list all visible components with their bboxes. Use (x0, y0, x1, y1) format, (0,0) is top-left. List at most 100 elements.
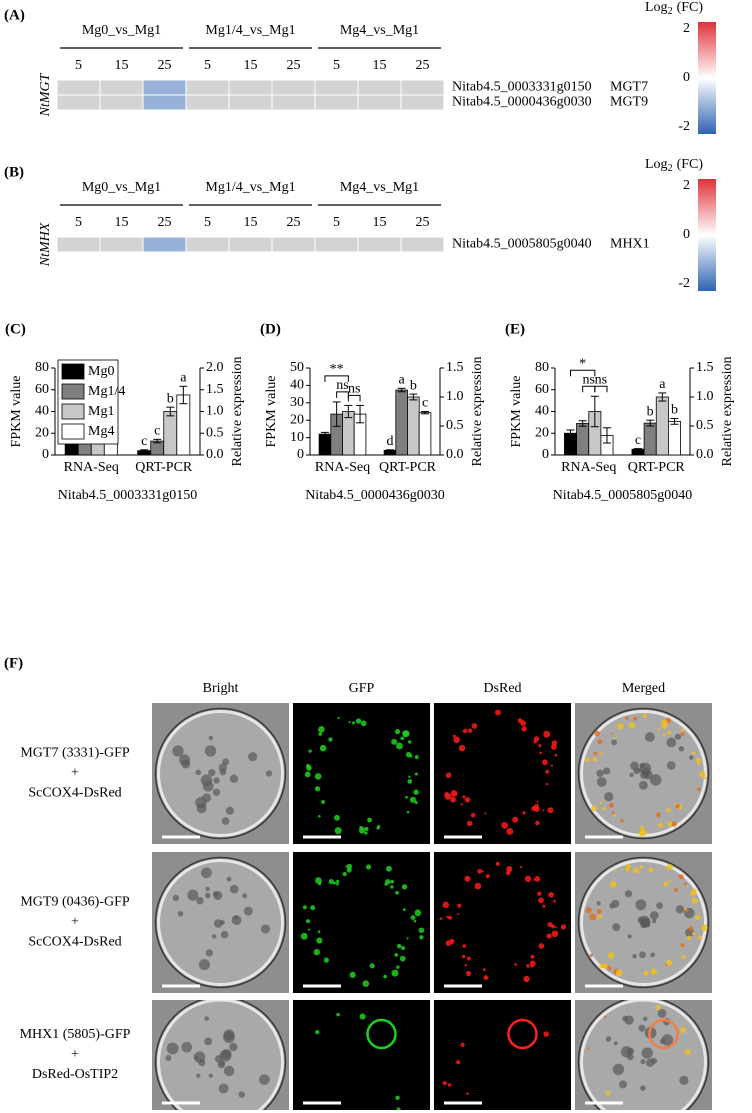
fluorescent-spot (605, 1090, 611, 1096)
vesicle (219, 1049, 232, 1062)
y-tick-label: 60 (35, 382, 49, 397)
micrograph-bg (293, 852, 430, 993)
vesicle (200, 774, 213, 787)
colorbar-label-sub: 2 (668, 6, 673, 17)
fluorescent-spot (418, 927, 425, 934)
heatmap-cell (271, 94, 316, 111)
fluorescent-spot (376, 826, 380, 830)
heatmap-cell (400, 236, 445, 253)
fluorescent-spot (481, 870, 484, 873)
vesicle (242, 893, 248, 899)
fluorescent-spot (519, 865, 523, 868)
y-axis-label: NtMGT (38, 72, 53, 117)
legend-label: Mg1 (88, 404, 114, 419)
fluorescent-spot (495, 861, 500, 866)
micrograph (434, 703, 571, 844)
vesicle (219, 768, 227, 776)
significance-letter: b (167, 391, 174, 406)
x-tick-label: QRT-PCR (135, 460, 193, 475)
group-label: Mg0_vs_Mg1 (82, 180, 161, 195)
fluorescent-spot (591, 805, 598, 812)
fluorescent-spot (538, 897, 544, 904)
significance-letter: b (410, 378, 417, 393)
vesicle (205, 949, 214, 957)
y-tick-label: 20 (35, 425, 49, 440)
vesicle (213, 891, 223, 900)
vesicle (172, 745, 184, 757)
fluorescent-spot (348, 721, 351, 724)
fluorescent-spot (522, 811, 526, 815)
x-axis-label: Nitab4.5_0003331g0150 (58, 488, 198, 503)
heatmap-cell (56, 79, 101, 96)
fluorescent-spot (414, 909, 422, 917)
column-label: 15 (244, 215, 258, 230)
vesicle (202, 793, 212, 803)
row-gene: Nitab4.5_0000436g0030 (452, 95, 592, 110)
fluorescent-spot (542, 759, 548, 766)
fluorescent-spot (545, 782, 549, 786)
fluorescent-spot (592, 757, 598, 762)
fluorescent-spot (462, 795, 466, 799)
vesicle (187, 889, 199, 901)
fluorescent-spot (369, 963, 375, 969)
vesicle (635, 899, 647, 911)
vesicle (220, 930, 229, 939)
fluorescent-spot (698, 935, 703, 940)
group-label: Mg1/4_vs_Mg1 (205, 180, 295, 195)
vesicle (205, 886, 210, 892)
error-bar (397, 387, 406, 393)
fluorescent-spot (383, 974, 387, 979)
significance-letter: c (422, 396, 428, 411)
vesicle (226, 876, 232, 882)
vesicle (638, 1024, 646, 1032)
fluorescent-spot (474, 882, 482, 890)
bar (418, 412, 432, 456)
fluorescent-spot (409, 796, 416, 803)
heatmap-cell (357, 94, 402, 111)
fluorescent-spot (483, 975, 489, 980)
panel-label: (A) (4, 7, 25, 23)
fluorescent-spot (695, 914, 701, 921)
fluorescent-spot (316, 937, 323, 944)
fluorescent-spot (611, 811, 615, 815)
fluorescent-spot (555, 926, 558, 929)
vesicle (181, 1041, 193, 1053)
colorbar-label-text: Log (645, 157, 668, 172)
fluorescent-spot (439, 917, 443, 920)
fluorescent-spot (406, 937, 409, 940)
fluorescent-spot (691, 932, 696, 936)
legend-swatch (61, 423, 85, 440)
vesicle (223, 1029, 235, 1041)
fluorescent-spot (454, 792, 458, 796)
fluorescent-spot (547, 922, 553, 928)
fluorescent-spot (680, 728, 684, 732)
heatmap-cell (99, 79, 144, 96)
fluorescent-spot (461, 954, 466, 959)
group-label: Mg4_vs_Mg1 (340, 23, 419, 38)
column-label: 25 (416, 58, 430, 73)
fluorescent-spot (545, 769, 550, 774)
y2-tick-label: 1.0 (446, 389, 464, 404)
error-bar (634, 448, 643, 451)
tonoplast-ring (366, 1018, 397, 1050)
fluorescent-spot (477, 868, 483, 874)
heatmap-cell (185, 236, 230, 253)
micrograph (434, 852, 571, 993)
error-bar (320, 431, 329, 437)
colorbar-label-text: Log (645, 0, 668, 15)
fluorescent-spot (650, 968, 658, 975)
colorbar (698, 179, 716, 291)
vesicle (629, 772, 634, 778)
fluorescent-spot (302, 905, 307, 910)
fluorescent-spot (533, 739, 537, 744)
fluorescent-spot (607, 965, 612, 971)
vesicle (204, 745, 217, 757)
fluorescent-spot (442, 1081, 447, 1086)
fluorescent-spot (608, 952, 615, 959)
vesicle (674, 733, 682, 740)
fluorescent-spot (319, 880, 322, 884)
group-label: Mg0_vs_Mg1 (82, 23, 161, 38)
fluorescent-spot (560, 924, 567, 930)
y-tick-label: 20 (290, 412, 304, 427)
vesicle (218, 1083, 229, 1094)
